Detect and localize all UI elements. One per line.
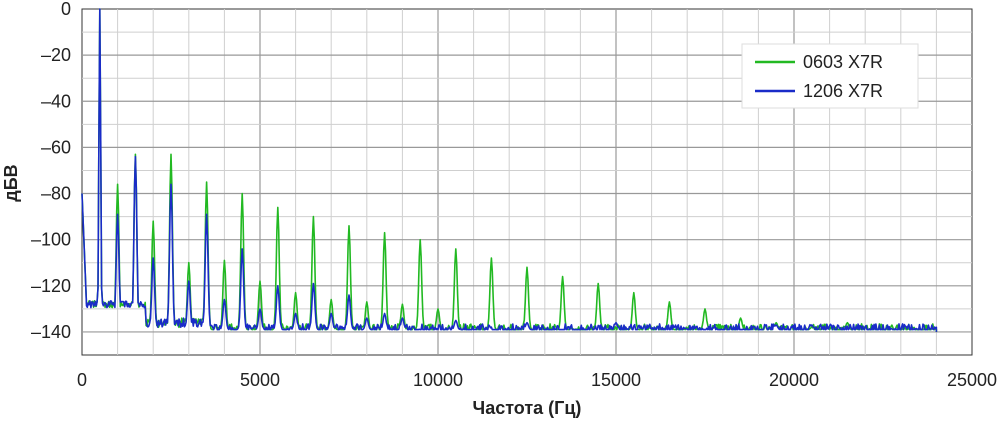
legend-box (741, 43, 919, 109)
legend: 0603 X7R 1206 X7R (741, 43, 919, 109)
y-tick-label: –120 (31, 276, 71, 296)
x-axis-title: Частота (Гц) (473, 398, 582, 418)
y-axis-title: дБВ (1, 164, 21, 201)
grid (82, 9, 972, 355)
x-tick-label: 15000 (591, 370, 641, 390)
x-tick-label: 25000 (947, 370, 997, 390)
x-tick-label: 10000 (413, 370, 463, 390)
x-tick-label: 0 (77, 370, 87, 390)
y-tick-label: 0 (61, 0, 71, 19)
y-tick-label: –40 (41, 91, 71, 111)
legend-label-1206-x7r: 1206 X7R (803, 81, 883, 101)
y-tick-label: –80 (41, 184, 71, 204)
y-tick-label: –100 (31, 230, 71, 250)
x-tick-label: 20000 (769, 370, 819, 390)
legend-label-0603-x7r: 0603 X7R (803, 52, 883, 72)
y-tick-label: –20 (41, 45, 71, 65)
x-tick-label: 5000 (240, 370, 280, 390)
axis-ticks: 0 5000 10000 15000 20000 25000 0 –20 –40 –60 –80 –1… (31, 0, 997, 390)
series-lines (81, 8, 938, 332)
series-line-1206-x7r (81, 8, 938, 332)
y-tick-label: –60 (41, 137, 71, 157)
y-tick-label: –140 (31, 322, 71, 342)
